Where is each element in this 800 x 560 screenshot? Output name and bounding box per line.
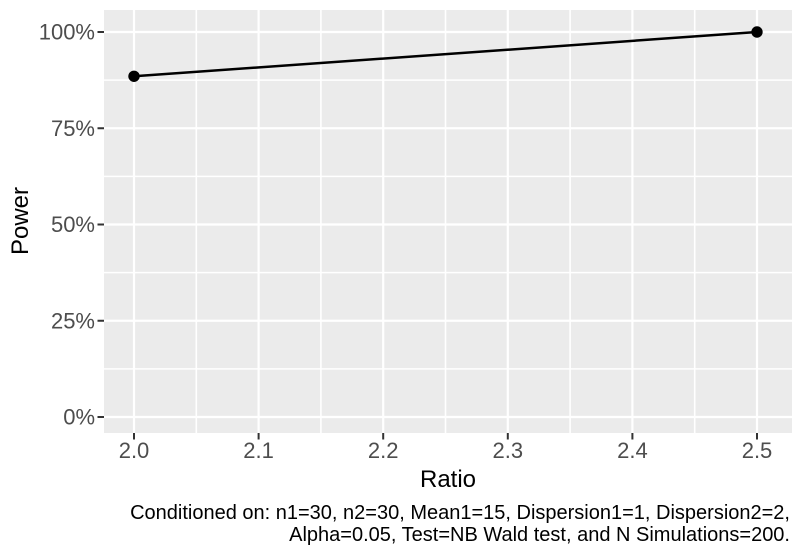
x-tick-label: 2.5 <box>742 438 773 463</box>
x-tick-label: 2.2 <box>368 438 399 463</box>
y-axis-title: Power <box>7 186 34 256</box>
y-tick-label: 50% <box>51 212 95 237</box>
data-point <box>751 26 763 38</box>
caption-line-1: Conditioned on: n1=30, n2=30, Mean1=15, … <box>130 502 790 524</box>
y-tick-label: 0% <box>63 405 95 430</box>
x-axis-title: Ratio <box>419 466 477 493</box>
x-tick-label: 2.1 <box>243 438 274 463</box>
x-tick-label: 2.0 <box>119 438 150 463</box>
x-tick-label: 2.4 <box>617 438 648 463</box>
caption-line-2: Alpha=0.05, Test=NB Wald test, and N Sim… <box>289 524 790 546</box>
y-tick-label: 100% <box>39 20 95 45</box>
y-tick-label: 25% <box>51 308 95 333</box>
x-tick-label: 2.3 <box>493 438 524 463</box>
plot-caption: Conditioned on: n1=30, n2=30, Mean1=15, … <box>130 502 790 546</box>
y-tick-label: 75% <box>51 116 95 141</box>
power-line <box>133 30 758 78</box>
data-point <box>128 70 140 82</box>
